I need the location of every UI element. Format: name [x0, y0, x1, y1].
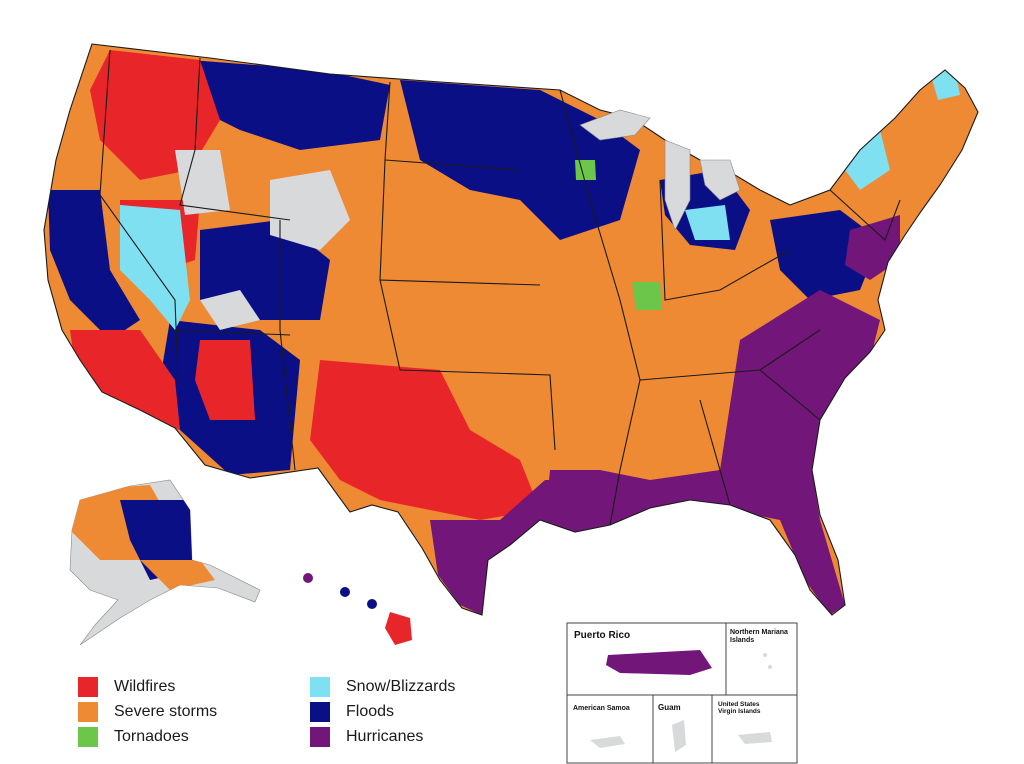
territories-inset: Puerto Rico Northern Mariana Islands Ame…	[566, 622, 798, 764]
region-maine-snow	[930, 70, 960, 100]
region-oregon-wildfires	[90, 50, 220, 180]
hawaii-island-oahu	[340, 587, 350, 597]
border-mississippi	[559, 89, 641, 526]
continental-us	[43, 43, 979, 616]
legend-item-hurricanes: Hurricanes	[310, 726, 423, 748]
region-wyoming-no-disaster	[270, 170, 350, 250]
border-rockies-plains	[379, 81, 401, 371]
hawaii-island-kauai	[303, 573, 313, 583]
legend-swatch-snow-blizzards	[310, 677, 330, 697]
us-outline	[43, 43, 979, 616]
region-new-mexico-wildfires	[195, 340, 255, 420]
region-montana-floods	[190, 60, 390, 150]
lake-superior	[579, 109, 651, 141]
alaska-south-storms	[140, 560, 215, 590]
guam-shape	[672, 720, 686, 752]
legend-swatch-wildfires	[78, 677, 98, 697]
region-california-wildfires	[70, 330, 180, 430]
region-gulf-coast-hurricanes	[430, 480, 610, 615]
region-idaho-no-disaster	[175, 150, 230, 215]
region-northern-plains-floods	[400, 80, 640, 240]
region-great-plains-storms	[380, 120, 800, 470]
region-michigan-snow	[685, 205, 730, 240]
border-georgia	[699, 399, 731, 506]
border-four-corners	[169, 329, 291, 336]
border-idaho-montana	[179, 57, 291, 221]
legend-item-snow-blizzards: Snow/Blizzards	[310, 676, 455, 698]
border-nebraska-kansas	[379, 279, 541, 286]
border-utah-colorado	[279, 220, 296, 471]
label-american-samoa: American Samoa	[573, 705, 630, 712]
puerto-rico-shape	[606, 650, 712, 675]
us-regions	[48, 50, 970, 615]
label-northern-mariana-2: Islands	[730, 637, 754, 644]
border-dakotas	[384, 159, 521, 171]
region-norcal-floods	[48, 190, 140, 340]
region-illinois-tornadoes	[632, 282, 662, 310]
border-oklahoma	[399, 369, 556, 451]
label-usvi-1: United States	[718, 701, 760, 708]
label-guam: Guam	[658, 703, 681, 712]
legend-swatch-hurricanes	[310, 727, 330, 747]
region-wisconsin-tornadoes	[575, 160, 596, 180]
legend-item-severe-storms: Severe storms	[78, 701, 217, 723]
hawaii-big-island	[385, 612, 412, 645]
lake-michigan	[664, 139, 691, 231]
legend-label-floods: Floods	[346, 703, 395, 720]
legend-item-wildfires: Wildfires	[78, 676, 175, 698]
legend-label-wildfires: Wildfires	[114, 678, 176, 695]
region-texas-wildfires	[310, 360, 540, 520]
region-southeast-hurricanes	[545, 290, 880, 615]
border-west-coast	[99, 49, 179, 381]
mariana-island-1	[763, 653, 767, 657]
region-nevada-snow	[120, 205, 190, 330]
border-lakes	[659, 179, 791, 301]
lake-huron	[699, 159, 741, 201]
label-northern-mariana-1: Northern Mariana	[730, 629, 788, 636]
hawaii	[303, 573, 412, 645]
alaska	[69, 479, 261, 646]
border-new-england	[829, 189, 901, 241]
great-lakes	[579, 109, 741, 231]
mariana-island-2	[768, 665, 772, 669]
legend-swatch-severe-storms	[78, 702, 98, 722]
border-carolinas	[759, 369, 821, 421]
region-south-central-storms	[560, 390, 760, 490]
label-usvi-2: Virgin Islands	[718, 708, 761, 715]
region-utah-no-disaster	[200, 290, 260, 330]
american-samoa-shape	[590, 736, 625, 748]
legend-label-hurricanes: Hurricanes	[346, 728, 424, 745]
label-puerto-rico: Puerto Rico	[574, 630, 630, 641]
legend-label-severe-storms: Severe storms	[114, 703, 218, 720]
hawaii-island-maui	[367, 599, 377, 609]
region-northeast-storms	[820, 80, 970, 220]
legend-label-snow-blizzards: Snow/Blizzards	[346, 678, 456, 695]
legend-item-tornadoes: Tornadoes	[78, 726, 189, 748]
state-borders	[43, 43, 979, 616]
region-nj-hurricanes	[845, 215, 900, 280]
legend-label-tornadoes: Tornadoes	[114, 728, 189, 745]
usvi-shape	[738, 732, 772, 744]
legend-swatch-tornadoes	[78, 727, 98, 747]
map-legend: Wildfires Severe storms Tornadoes Snow/B…	[78, 676, 498, 756]
legend-item-floods: Floods	[310, 701, 394, 723]
legend-swatch-floods	[310, 702, 330, 722]
